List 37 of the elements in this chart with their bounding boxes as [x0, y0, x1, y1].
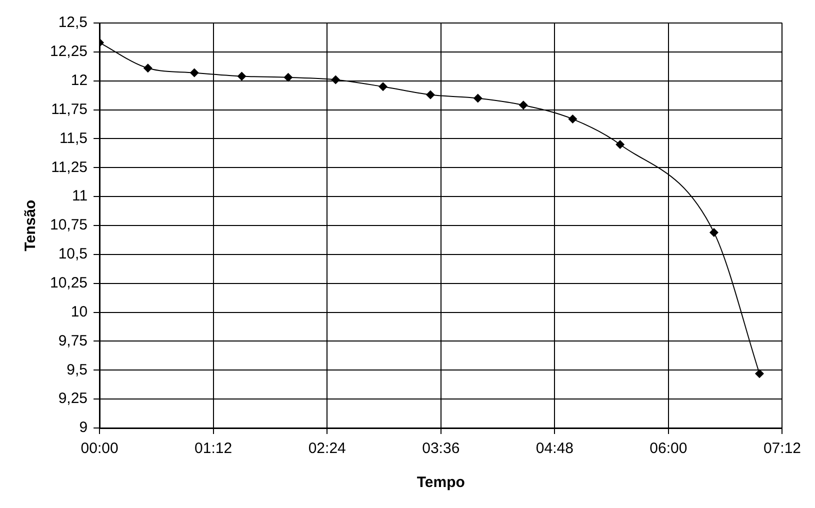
- y-tick-label: 10: [70, 303, 88, 320]
- y-tick-label: 10,75: [50, 216, 88, 234]
- y-tick-label: 11,5: [59, 130, 88, 147]
- point: [331, 75, 340, 84]
- point: [709, 228, 718, 237]
- y-axis-title: Tensão: [22, 200, 40, 252]
- y-tick-label: 12,5: [58, 14, 88, 32]
- y-tick-label: 12,25: [50, 43, 88, 60]
- y-tick-label: 10,25: [50, 274, 88, 292]
- point: [237, 72, 246, 81]
- y-tick-label: 11,75: [51, 100, 88, 118]
- y-tick-label: 9,75: [58, 332, 88, 350]
- x-tick-label: 06:00: [650, 440, 688, 458]
- y-tick-label: 9: [79, 419, 88, 436]
- x-tick-label: 02:24: [308, 440, 346, 458]
- point: [143, 64, 152, 73]
- y-tick-label: 10,5: [58, 246, 88, 263]
- point: [190, 68, 199, 78]
- x-axis-title: Tempo: [416, 474, 465, 492]
- point: [426, 90, 435, 100]
- point: [568, 114, 578, 124]
- y-tick-label: 9,5: [66, 361, 88, 378]
- x-tick-label: 04:48: [536, 440, 574, 458]
- y-tick-label: 9,25: [58, 390, 88, 408]
- y-tick-label: 11: [72, 188, 88, 205]
- point: [616, 140, 625, 149]
- point: [284, 72, 293, 82]
- point: [754, 369, 764, 378]
- x-tick-label: 00:00: [80, 440, 118, 458]
- y-tick-label: 12: [70, 72, 88, 89]
- point: [473, 94, 482, 103]
- y-tick-label: 11,25: [51, 158, 88, 176]
- x-tick-label: 03:36: [422, 440, 460, 458]
- x-tick-label: 01:12: [194, 440, 232, 458]
- point: [378, 82, 388, 92]
- x-tick-label: 07:12: [763, 440, 802, 458]
- point: [518, 100, 528, 110]
